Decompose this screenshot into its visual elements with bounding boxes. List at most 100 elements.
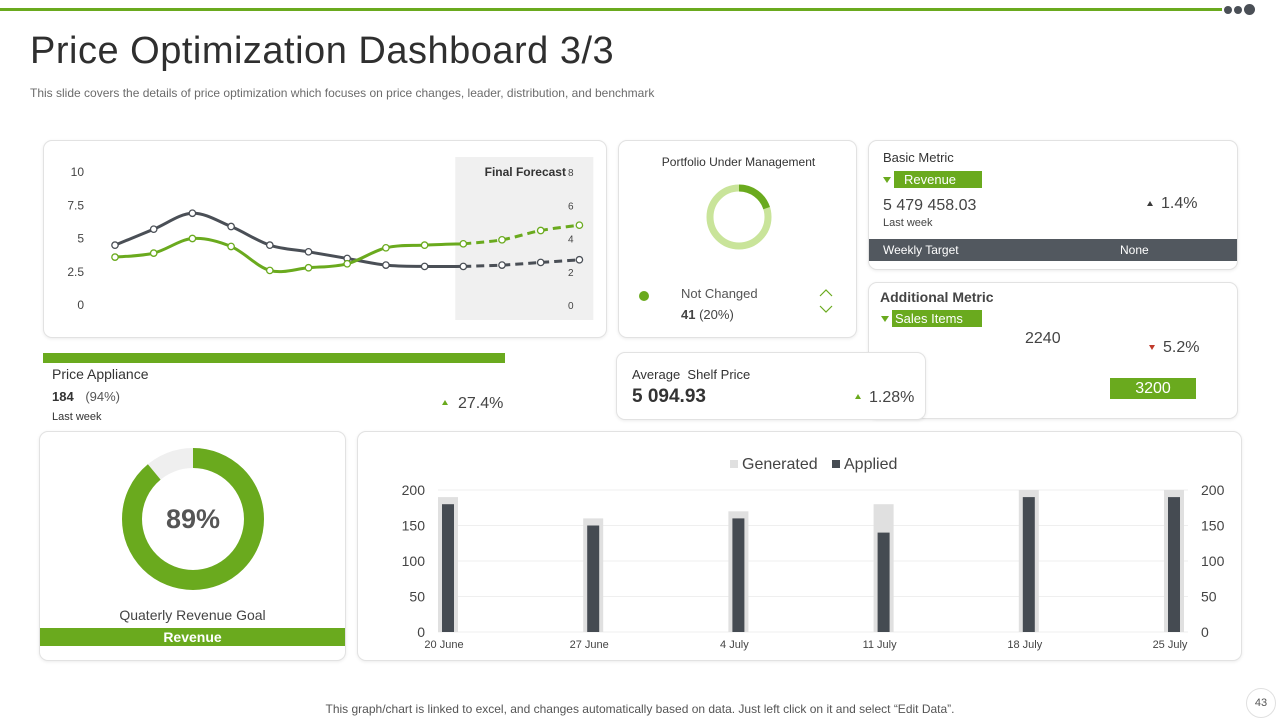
data-point [536,226,545,235]
data-point [149,225,158,234]
trend-down-icon [1149,345,1155,350]
shelf-price-value: 5 094.93 [632,386,706,407]
x-tick-label: 18 July [1007,639,1042,651]
bar-applied [732,518,745,632]
generated-applied-bar-chart[interactable]: 200 200 150 150 100 100 50 50 0 0 Generated Applied… [358,432,1241,660]
y-right-tick-label: 4 [568,235,574,246]
data-point [188,209,197,218]
data-point [149,249,158,257]
data-point [459,262,468,271]
chevron-down-icon[interactable] [819,305,833,313]
price-appliance-accent-bar [43,353,505,363]
page-number: 43 [1246,688,1276,718]
additional-metric-tag[interactable]: Sales Items [892,310,982,327]
additional-metric-change: 5.2% [1163,339,1200,356]
y-left-tick-label: 2.5 [67,265,84,279]
y-right-tick-label: 2 [568,268,574,279]
data-point [111,253,119,261]
trend-up-icon [855,394,861,399]
bar-applied [442,504,454,632]
y-left-tick-label: 7.5 [67,198,84,212]
trend-up-icon [442,400,448,405]
donut-slice [706,184,772,250]
data-point [575,255,584,264]
revenue-goal-percent: 89% [165,504,221,534]
price-appliance-percent: (94%) [85,389,121,404]
goal-donut-fill [122,448,264,590]
shelf-price-change: 1.28% [869,389,915,406]
price-appliance-period: Last week [52,411,102,423]
x-tick-label: 25 July [1153,639,1188,651]
data-point [188,234,197,243]
price-appliance-title: Price Appliance [52,366,149,382]
data-point [575,221,584,230]
y-right-tick-label: 8 [568,168,574,179]
basic-metric-value: 5 479 458.03 [883,197,977,214]
y-left-tick-label: 0 [77,298,84,312]
y-left-tick-label: 100 [402,553,426,569]
y-left-tick-label: 10 [71,165,85,179]
dropdown-arrow-icon[interactable] [883,177,891,183]
bar-applied [1168,497,1180,632]
additional-metric-title: Additional Metric [880,289,994,305]
x-tick-label: 4 July [720,639,749,651]
price-appliance-change: 27.4% [458,395,504,412]
data-point [498,261,506,269]
weekly-target-label: Weekly Target [883,243,959,257]
y-right-tick-label: 0 [1201,624,1209,640]
x-tick-label: 27 June [570,639,609,651]
y-right-tick-label: 6 [568,201,574,212]
shelf-price-title: Average Shelf Price [632,367,751,382]
shelf-price-card: Average Shelf Price 5 094.93 1.28% [616,352,926,420]
data-point [536,258,545,267]
basic-metric-tag[interactable]: Revenue [894,171,982,188]
status-label: Not Changed [681,286,758,301]
series-line-forecast-1 [463,223,580,246]
revenue-goal-caption: Quaterly Revenue Goal [119,607,266,623]
bar-chart-card: 200 200 150 150 100 100 50 50 0 0 Generated Applied… [357,431,1242,661]
bar-applied [587,525,600,632]
revenue-goal-donut-chart [122,448,264,590]
header-accent-line [0,8,1222,11]
forecast-line-chart-card: Final Forecast 10 7.5 5 2.5 0 8 6 4 2 0 [43,140,607,338]
status-dot-icon [639,291,649,301]
portfolio-donut-chart [706,184,772,250]
data-point [343,259,352,268]
forecast-region [455,157,594,320]
additional-metric-value: 2240 [1025,330,1061,347]
additional-metric-card: Additional Metric Sales Items 2240 5.2% … [868,282,1238,419]
trend-up-icon [1147,201,1153,206]
status-count-line: 41 (20%) [681,307,734,322]
dropdown-arrow-icon[interactable] [881,316,889,322]
bar-applied [877,532,890,632]
footer-note: This graph/chart is linked to excel, and… [325,702,955,716]
data-point [420,262,429,271]
y-right-tick-label: 100 [1201,553,1225,569]
data-point [459,239,468,248]
bar-applied [1022,497,1035,632]
y-right-tick-label: 0 [568,301,574,312]
price-appliance-count-line: 184 (94%) [52,389,120,404]
y-left-tick-label: 50 [409,589,425,605]
forecast-line-chart[interactable]: Final Forecast 10 7.5 5 2.5 0 8 6 4 2 0 [44,141,606,337]
portfolio-card: Portfolio Under Management Not Changed 4… [618,140,857,338]
legend-swatch-generated [730,460,738,468]
data-point [382,261,390,269]
status-percent: (20%) [699,307,734,322]
legend-label-generated: Generated [742,456,818,473]
y-right-tick-label: 200 [1201,482,1225,498]
y-left-tick-label: 5 [77,232,84,246]
forecast-annotation: Final Forecast [485,165,566,179]
basic-metric-change: 1.4% [1161,195,1198,212]
legend-label-applied: Applied [844,456,897,473]
basic-metric-title: Basic Metric [883,150,954,165]
data-point [227,222,235,231]
x-tick-label: 11 July [863,639,898,651]
price-appliance-count: 184 [52,389,74,404]
chevron-up-icon[interactable] [819,289,833,297]
data-point [382,243,390,252]
revenue-goal-tag: Revenue [40,628,345,646]
weekly-target-value: None [1120,243,1149,257]
data-point [111,241,119,250]
weekly-target-bar: Weekly Target None [869,239,1237,261]
